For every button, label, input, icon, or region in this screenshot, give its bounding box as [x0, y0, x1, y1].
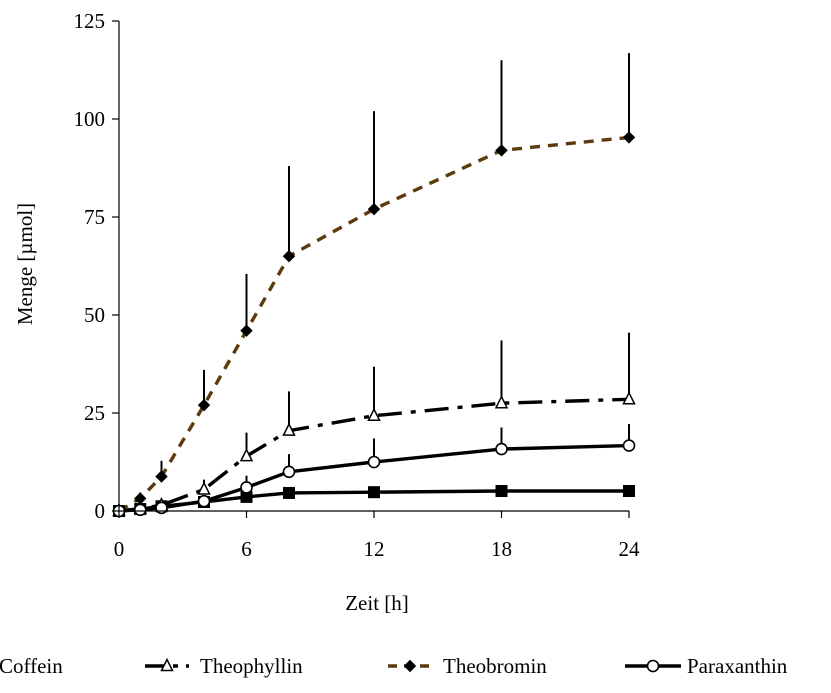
- theobromin-point: [240, 324, 253, 337]
- theophyllin-point: [622, 391, 636, 405]
- paraxanthin-point: [622, 439, 636, 452]
- error-bars-layer: [139, 53, 630, 510]
- paraxanthin-point: [282, 465, 296, 479]
- theophyllin-point: [197, 481, 211, 495]
- x-axis-ticks: 0 6 12 18 24: [114, 511, 640, 561]
- legend-theobromin-marker: [403, 659, 417, 673]
- y-tick-label: 100: [74, 107, 106, 131]
- coffein-point: [368, 486, 380, 499]
- data-markers-layer: [112, 131, 636, 518]
- legend-paraxanthin-label: Paraxanthin: [687, 654, 788, 678]
- y-tick-label: 125: [74, 9, 106, 33]
- theobromin-point: [197, 398, 211, 412]
- legend-coffein-label: Coffein: [0, 654, 63, 678]
- paraxanthin-point: [495, 442, 508, 456]
- theophyllin-point: [494, 395, 509, 409]
- x-tick-label: 24: [619, 537, 641, 561]
- theobromin-point: [155, 470, 168, 483]
- legend-theophyllin-marker: [160, 657, 174, 672]
- y-axis-title: Menge [µmol]: [13, 203, 37, 325]
- paraxanthin-point: [155, 501, 168, 515]
- y-tick-label: 25: [84, 401, 105, 425]
- paraxanthin-point: [197, 494, 211, 508]
- x-tick-label: 6: [241, 537, 252, 561]
- y-tick-label: 50: [84, 303, 105, 327]
- y-axis: 0 25 50 75 100 125: [74, 9, 120, 523]
- legend-theophyllin-label: Theophyllin: [200, 654, 303, 678]
- legend-theobromin-label: Theobromin: [443, 654, 547, 678]
- coffein-point: [283, 486, 295, 499]
- paraxanthin-point: [133, 503, 147, 517]
- legend: Coffein Theophyllin Theobromin Paraxanthin: [0, 654, 788, 678]
- coffein-point: [495, 485, 508, 498]
- paraxanthin-point: [367, 455, 381, 469]
- x-axis: 0 6 12 18 24: [114, 510, 640, 561]
- theobromin-point: [282, 249, 296, 263]
- y-axis-ticks: 0 25 50 75 100 125: [74, 9, 119, 523]
- x-axis-title: Zeit [h]: [345, 591, 409, 615]
- y-tick-label: 0: [95, 499, 106, 523]
- y-tick-label: 75: [84, 205, 105, 229]
- x-tick-label: 0: [114, 537, 125, 561]
- paraxanthin-point: [240, 481, 253, 494]
- theobromin-point: [495, 144, 508, 157]
- x-tick-label: 18: [491, 537, 512, 561]
- legend-paraxanthin-marker: [646, 659, 660, 673]
- coffein-point: [623, 485, 635, 498]
- theophyllin-point: [282, 422, 296, 436]
- theobromin-point: [367, 202, 381, 216]
- x-tick-label: 12: [364, 537, 385, 561]
- theophyllin-point: [367, 407, 381, 421]
- theophyllin-point: [239, 447, 254, 462]
- theobromin-point: [622, 131, 636, 144]
